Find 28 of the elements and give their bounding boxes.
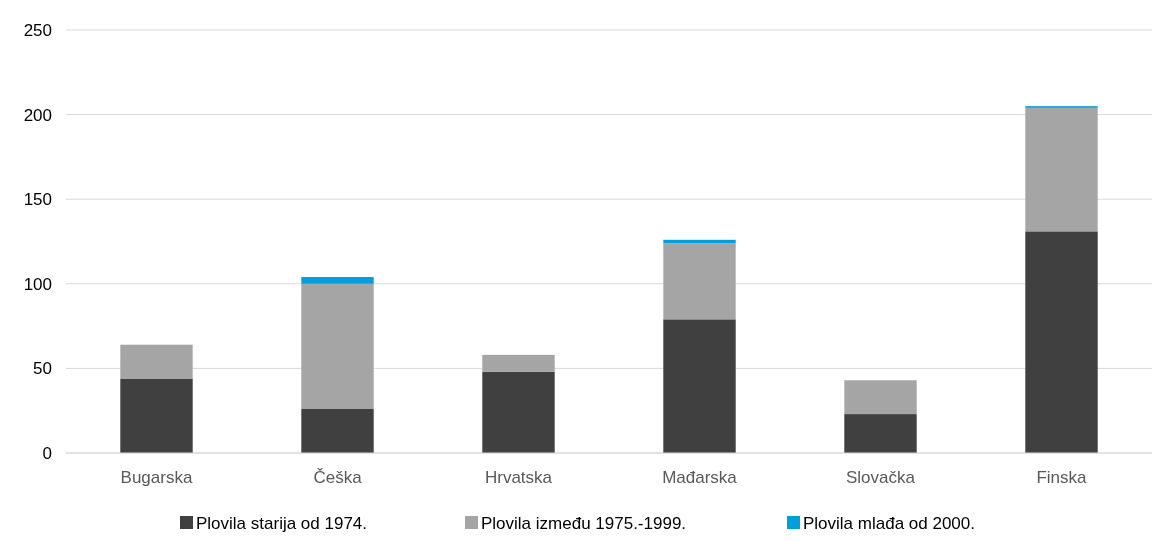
bar [301,277,374,284]
bar [663,243,736,320]
x-tick-label: Slovačka [846,468,916,487]
x-tick-label: Češka [313,468,363,487]
y-tick-label: 100 [23,274,52,294]
legend-label: Plovila mlađa od 2000. [803,513,976,533]
bar [120,344,193,379]
bar [663,319,736,453]
bar [844,380,917,415]
x-tick-label: Mađarska [662,468,738,487]
x-tick-label: Hrvatska [484,468,553,487]
y-tick-label: 200 [23,105,52,125]
y-tick-label: 50 [33,359,52,379]
x-tick-label: Bugarska [120,468,193,487]
bar [120,378,193,453]
y-tick-label: 0 [42,443,52,463]
bar [844,414,917,453]
x-tick-label: Finska [1036,468,1088,487]
legend-label: Plovila starija od 1974. [196,513,368,533]
legend-label: Plovila između 1975.-1999. [481,513,687,533]
y-tick-label: 150 [23,190,52,210]
bar [301,409,374,453]
bar [482,371,555,453]
y-tick-label: 250 [23,20,52,40]
bar [301,283,374,410]
bar [1025,231,1098,453]
bar [1025,107,1098,232]
bar [482,354,555,372]
